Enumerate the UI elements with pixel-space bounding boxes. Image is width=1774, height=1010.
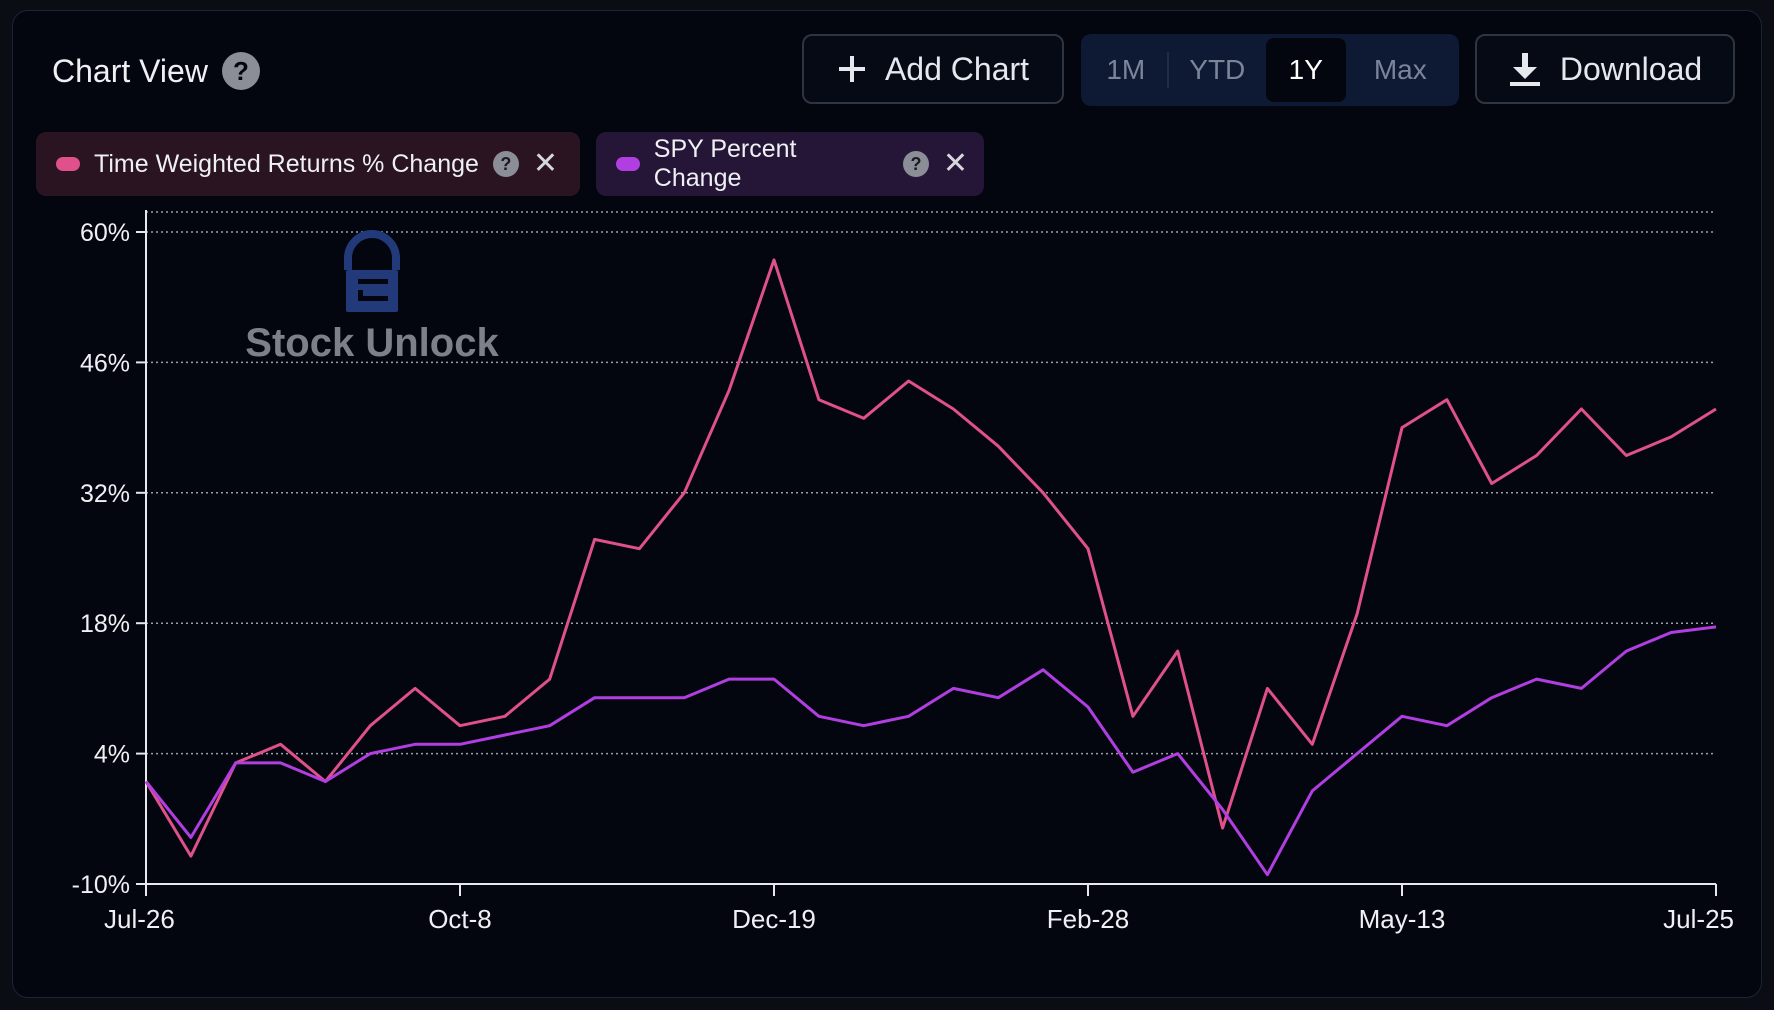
series-pill-label: Time Weighted Returns % Change xyxy=(94,149,479,178)
range-max-button[interactable]: Max xyxy=(1373,54,1427,85)
series-pill-spy[interactable]: SPY Percent Change ? ✕ xyxy=(596,132,984,196)
y-tick-label: 4% xyxy=(94,741,130,769)
chart-axes xyxy=(145,210,1716,885)
close-icon[interactable]: ✕ xyxy=(532,147,559,180)
watermark: Stock Unlock xyxy=(245,230,499,365)
y-tick-label: 46% xyxy=(80,349,130,377)
x-tick-label: Oct-8 xyxy=(428,904,492,934)
y-tick-label: 18% xyxy=(80,610,130,638)
range-divider xyxy=(1166,52,1169,88)
time-range-selector: 1M YTD 1Y Max xyxy=(1081,34,1459,106)
chart-grid xyxy=(146,211,1716,755)
download-icon xyxy=(1509,53,1540,86)
y-ticks: 60% 46% 32% 18% 4% -10% xyxy=(72,219,146,899)
range-1y-button[interactable]: 1Y xyxy=(1266,38,1346,102)
series-line-twr xyxy=(144,258,1717,858)
series-line-spy xyxy=(144,625,1717,877)
x-tick-label: Dec-19 xyxy=(732,904,816,934)
y-tick-label: 60% xyxy=(80,219,130,247)
series-pill-label: SPY Percent Change xyxy=(653,135,797,192)
help-icon[interactable]: ? xyxy=(221,52,260,90)
watermark-text: Stock Unlock xyxy=(245,321,499,365)
x-tick-label: May-13 xyxy=(1359,904,1446,934)
x-tick-label: Jul-26 xyxy=(104,904,175,934)
x-ticks: Jul-26 Oct-8 Dec-19 Feb-28 May-13 Jul-25 xyxy=(104,884,1734,934)
chart-view-title: Chart View xyxy=(52,52,208,89)
range-1m-button[interactable]: 1M xyxy=(1106,54,1146,85)
help-icon[interactable]: ? xyxy=(492,151,519,177)
series-pill-twr[interactable]: Time Weighted Returns % Change ? ✕ xyxy=(36,132,580,196)
series-color-swatch xyxy=(56,157,80,171)
add-chart-button[interactable]: Add Chart xyxy=(802,34,1064,104)
download-label: Download xyxy=(1559,50,1703,87)
series-color-swatch xyxy=(616,157,640,171)
series-group xyxy=(144,258,1717,877)
download-button[interactable]: Download xyxy=(1475,34,1735,104)
add-chart-label: Add Chart xyxy=(884,50,1030,87)
plus-icon xyxy=(838,56,865,82)
x-tick-label: Feb-28 xyxy=(1047,904,1129,934)
help-icon[interactable]: ? xyxy=(903,151,929,177)
y-tick-label: 32% xyxy=(80,480,130,508)
chart-title-group: Chart View ? xyxy=(52,52,260,90)
stock-unlock-logo-icon xyxy=(344,230,400,312)
close-icon[interactable]: ✕ xyxy=(942,147,968,180)
y-tick-label: -10% xyxy=(72,871,130,899)
x-tick-label: Jul-25 xyxy=(1663,904,1734,934)
range-ytd-button[interactable]: YTD xyxy=(1189,54,1246,85)
